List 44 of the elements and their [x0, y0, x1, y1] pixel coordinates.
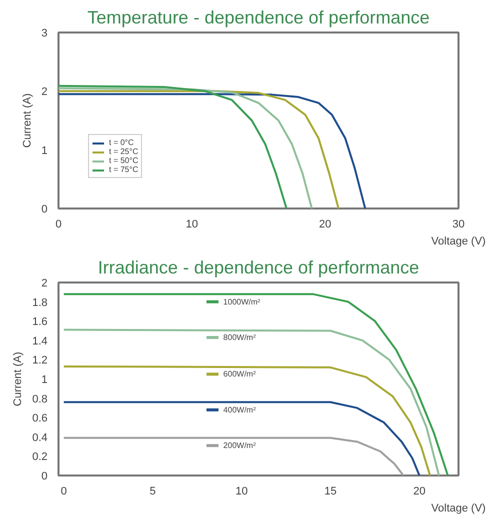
y-tick-label: 1.4: [32, 335, 48, 348]
x-tick-label: 0: [60, 486, 67, 498]
x-tick-label: 5: [150, 486, 156, 498]
y-axis-title: Current (A): [12, 352, 24, 406]
legend-label: 200W/m²: [223, 441, 256, 450]
y-tick-label: 1.8: [32, 296, 48, 309]
y-tick-label: 2: [41, 278, 48, 290]
line-series: [62, 328, 440, 476]
legend-label: t = 50°C: [109, 156, 138, 165]
line-series: [62, 401, 420, 476]
y-tick-label: 0.8: [32, 393, 48, 406]
x-tick-label: 10: [186, 218, 198, 230]
legend-label: t = 0°C: [109, 138, 134, 147]
x-tick-label: 20: [319, 218, 332, 230]
y-tick-label: 0: [41, 204, 48, 216]
legend-label: 600W/m²: [223, 370, 256, 379]
y-tick-label: 1.6: [32, 316, 48, 328]
y-tick-label: 1: [41, 144, 48, 157]
x-tick-label: 20: [413, 486, 426, 498]
legend-label: t = 75°C: [109, 165, 138, 174]
line-series: [62, 365, 432, 476]
x-axis-title: Voltage (V): [431, 236, 486, 248]
y-tick-label: 0.4: [32, 432, 48, 444]
x-axis-title: Voltage (V): [431, 502, 486, 514]
line-series: [62, 436, 404, 476]
line-series: [62, 293, 449, 476]
y-axis-title: Current (A): [21, 93, 34, 148]
y-tick-label: 3: [41, 28, 48, 40]
y-tick-label: 1: [41, 374, 48, 386]
legend-label: 1000W/m²: [223, 297, 261, 306]
y-tick-label: 0.2: [32, 451, 48, 464]
x-tick-label: 30: [452, 218, 465, 230]
chart-title: Temperature - dependence of performance: [87, 8, 430, 28]
y-tick-label: 1.2: [32, 354, 48, 367]
x-tick-label: 15: [324, 486, 337, 498]
x-tick-label: 10: [235, 486, 248, 498]
y-tick-label: 0: [41, 470, 48, 482]
x-tick-label: 0: [55, 218, 62, 230]
legend-label: t = 25°C: [109, 147, 138, 156]
y-tick-label: 2: [41, 86, 48, 98]
legend-label: 800W/m²: [223, 333, 256, 342]
chart-title: Irradiance - dependence of performance: [98, 258, 420, 278]
legend-label: 400W/m²: [223, 405, 256, 414]
y-tick-label: 0.6: [32, 412, 48, 425]
